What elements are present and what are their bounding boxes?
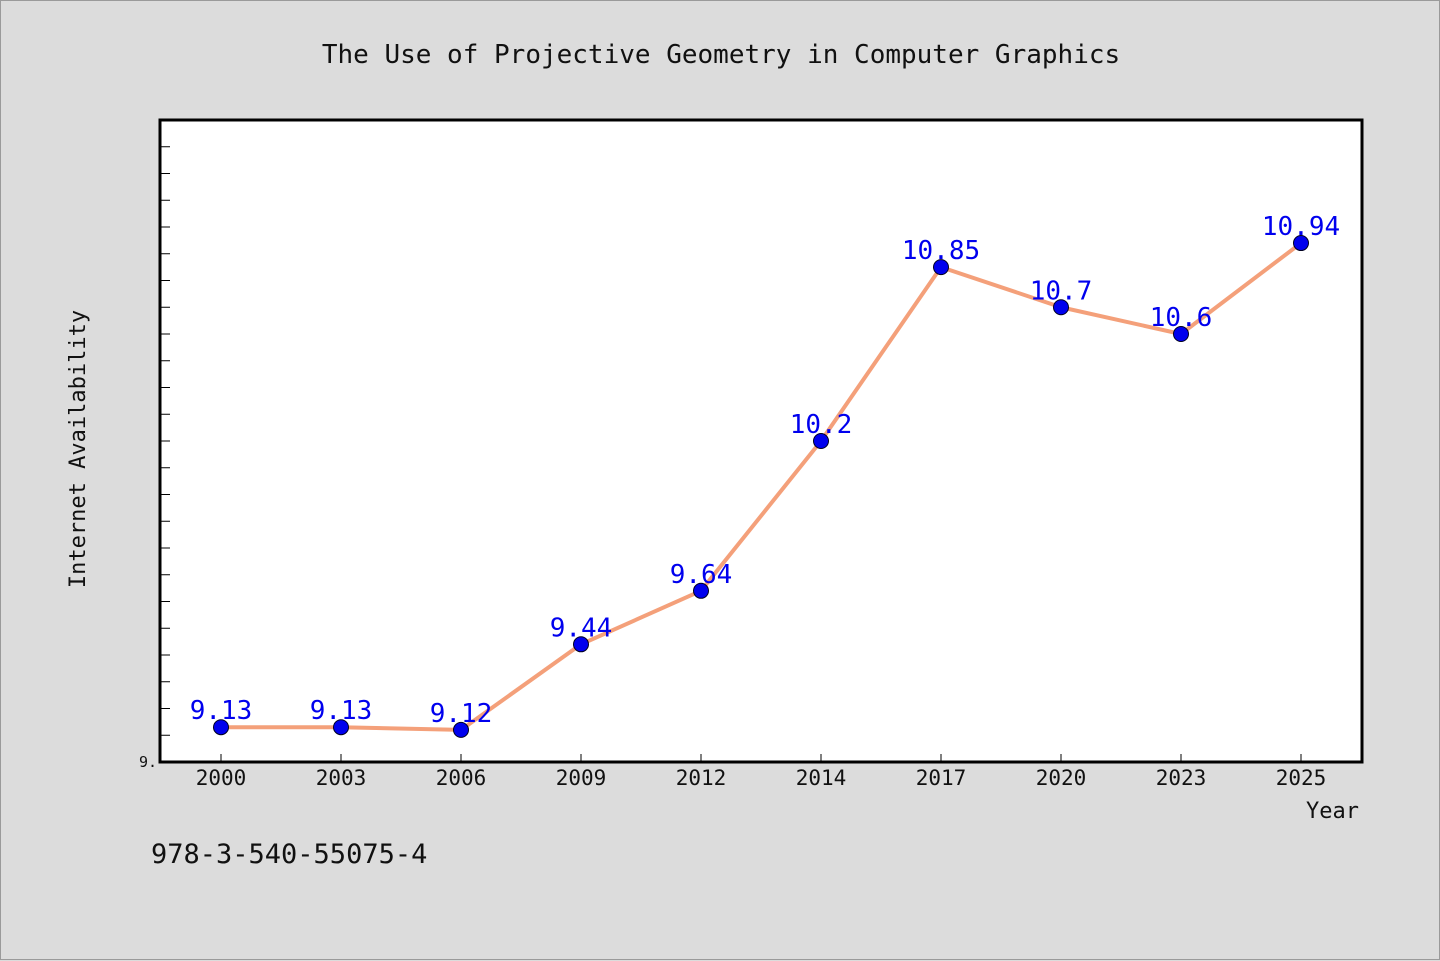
series-line	[221, 241, 1303, 732]
data-point	[693, 582, 709, 599]
data-point	[213, 719, 229, 736]
y-tick-label: 9.	[139, 753, 157, 771]
x-tick-label: 2014	[796, 766, 847, 790]
x-tick-label: 2006	[436, 766, 487, 790]
y-axis-ticks: 9.	[139, 146, 170, 771]
data-point	[1293, 235, 1309, 252]
y-axis-label: Internet Availability	[66, 310, 91, 588]
x-tick-label: 2003	[316, 766, 367, 790]
data-point	[333, 719, 349, 736]
x-tick-label: 2025	[1276, 766, 1327, 790]
series-layer: 9.13 9.13 9.129.449.6410.210.8510.710.610.…	[190, 212, 1340, 738]
x-tick-label: 2012	[676, 766, 727, 790]
x-tick-label: 2009	[556, 766, 607, 790]
x-tick-label: 2000	[196, 766, 247, 790]
data-point	[573, 636, 589, 653]
data-point	[813, 433, 829, 449]
plot-area	[158, 118, 1364, 764]
data-point	[1053, 299, 1069, 316]
chart-title: The Use of Projective Geometry in Comput…	[322, 40, 1120, 70]
x-tick-label: 2020	[1036, 766, 1087, 790]
x-axis-ticks: 2000 2003 2006 2009 2012 2014 2017 2020 2023 2025	[196, 754, 1327, 790]
x-axis-label: Year	[1306, 799, 1359, 824]
data-point	[1173, 326, 1189, 342]
x-tick-label: 2017	[916, 766, 967, 790]
isbn-text: 978-3-540-55075-4	[151, 839, 427, 870]
data-point	[453, 721, 469, 738]
x-tick-label: 2023	[1156, 766, 1207, 790]
data-point	[933, 259, 949, 276]
